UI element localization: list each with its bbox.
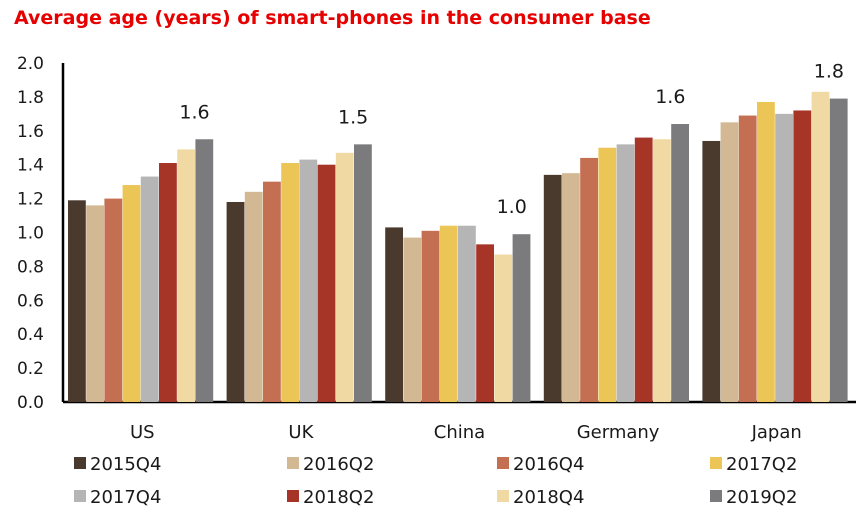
category-label: Japan: [751, 422, 802, 443]
category-label: Germany: [577, 422, 660, 443]
bar: [653, 139, 671, 402]
bar: [458, 225, 476, 402]
y-tick-label: 1.8: [17, 88, 44, 108]
y-tick-label: 0.0: [17, 393, 44, 413]
y-tick-label: 0.6: [17, 291, 44, 311]
bar: [829, 98, 848, 402]
category-label: UK: [288, 422, 314, 443]
legend-label: 2018Q2: [303, 487, 374, 508]
bar: [702, 140, 721, 402]
bar: [159, 163, 177, 402]
bar: [403, 237, 422, 402]
legend: 2015Q4 2016Q2 2016Q4 2017Q2 2017Q4 2018Q2 2018…: [74, 454, 797, 508]
legend-label: 2017Q2: [726, 454, 797, 475]
bar: [512, 234, 531, 402]
legend-label: 2019Q2: [726, 487, 797, 508]
legend-swatch: [497, 457, 509, 469]
y-tick-label: 1.6: [17, 122, 44, 142]
data-label: 1.5: [338, 106, 368, 128]
bar: [598, 147, 617, 402]
legend-swatch: [287, 457, 299, 469]
bar: [195, 139, 214, 402]
bar: [494, 254, 513, 402]
bar: [335, 152, 354, 402]
legend-swatch: [497, 490, 509, 502]
legend-swatch: [287, 490, 299, 502]
bar: [86, 205, 104, 402]
bar: [634, 137, 653, 402]
bar: [811, 91, 830, 402]
bar: [354, 144, 372, 403]
y-tick-label: 0.4: [17, 325, 44, 345]
category-label: China: [434, 422, 485, 443]
bar: [299, 159, 318, 402]
chart-title: Average age (years) of smart-phones in t…: [14, 7, 651, 29]
y-tick-label: 2.0: [17, 54, 44, 74]
bar: [775, 113, 793, 402]
bar: [385, 227, 403, 402]
bar: [317, 164, 336, 402]
bar: [616, 144, 635, 403]
data-label: 1.8: [814, 61, 844, 83]
data-label: 1.0: [497, 196, 527, 218]
bar: [562, 173, 580, 402]
legend-swatch: [710, 457, 722, 469]
bar: [543, 174, 562, 402]
bar: [738, 115, 757, 403]
y-tick-label: 1.2: [17, 190, 44, 210]
y-tick-label: 0.2: [17, 359, 44, 379]
bar: [177, 149, 195, 402]
bar: [793, 110, 812, 403]
bar: [122, 185, 141, 402]
y-tick-label: 1.4: [17, 156, 44, 176]
legend-label: 2018Q4: [513, 487, 584, 508]
bar: [68, 200, 86, 402]
bar: [421, 230, 440, 402]
y-tick-label: 1.0: [17, 224, 44, 244]
data-label: 1.6: [179, 101, 209, 123]
bar: [244, 191, 263, 402]
legend-label: 2016Q4: [513, 454, 584, 475]
legend-label: 2017Q4: [90, 487, 161, 508]
bar: [757, 101, 775, 403]
y-tick-label: 0.8: [17, 257, 44, 277]
legend-label: 2015Q4: [90, 454, 161, 475]
bar: [104, 198, 123, 402]
category-label: US: [130, 422, 155, 443]
bar: [140, 176, 159, 402]
bar: [720, 122, 739, 402]
bar: [226, 201, 245, 402]
legend-swatch: [74, 490, 86, 502]
legend-swatch: [74, 457, 86, 469]
data-label: 1.6: [655, 86, 685, 108]
bar: [263, 181, 281, 402]
data-labels: 1.6 1.5 1.0 1.6 1.8: [179, 61, 844, 219]
bar: [580, 157, 598, 402]
bar-groups: [68, 91, 848, 403]
legend-label: 2016Q2: [303, 454, 374, 475]
bar: [281, 163, 299, 402]
bar: [476, 244, 494, 402]
bar: [439, 225, 458, 402]
bar: [671, 124, 689, 403]
legend-swatch: [710, 490, 722, 502]
